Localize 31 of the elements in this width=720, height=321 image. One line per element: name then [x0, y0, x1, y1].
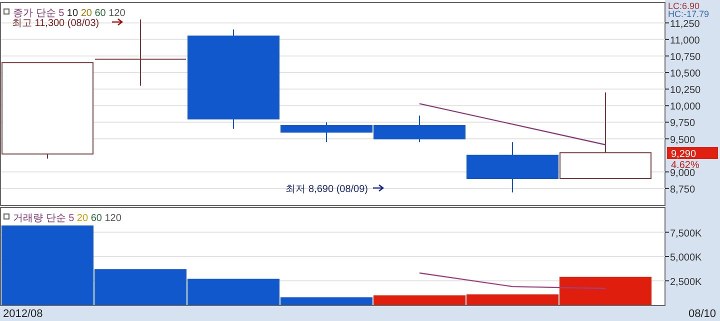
- y-tick-label: 2,500K: [670, 276, 702, 288]
- y-tick-label: 5,000K: [670, 252, 702, 264]
- legend-label: 120: [108, 8, 126, 19]
- legend-label: 120: [104, 213, 122, 224]
- text: 08/10: [688, 308, 716, 320]
- text: 5: [68, 213, 74, 224]
- y-tick-label: 10,250: [670, 85, 702, 96]
- text: LC:6.90: [668, 1, 700, 11]
- y-tick-label: 8,750: [670, 184, 696, 196]
- y-tick-label: 11,250: [670, 18, 700, 30]
- text: HC:-17.79: [668, 9, 710, 19]
- legend-label: 20: [80, 8, 95, 19]
- y-tick-label: 7,500K: [670, 228, 702, 240]
- legend-label: 10: [66, 8, 81, 19]
- legend-label: 60: [90, 213, 105, 224]
- legend-label: 60: [94, 8, 109, 19]
- y-tick-label: 9,500: [670, 134, 696, 146]
- text: 9,290: [671, 149, 696, 160]
- y-tick-label: 10,000: [670, 102, 702, 113]
- y-tick-label: 9,000: [670, 168, 696, 179]
- legend-title: 거래량 단순: [13, 213, 69, 224]
- text: 2012/08: [3, 308, 43, 320]
- y-tick-label: 10,750: [670, 52, 702, 63]
- annotation: 최저 8,690 (08/09): [286, 184, 368, 195]
- y-tick-label: 10,500: [670, 68, 702, 80]
- legend-label: 20: [76, 213, 91, 224]
- y-tick-label: 9,750: [670, 118, 696, 130]
- y-tick-label: 11,000: [670, 35, 700, 46]
- legend-title: 종가 단순: [13, 8, 59, 19]
- text: 5: [58, 8, 64, 19]
- annotation: 최고 11,300 (08/03): [12, 18, 100, 29]
